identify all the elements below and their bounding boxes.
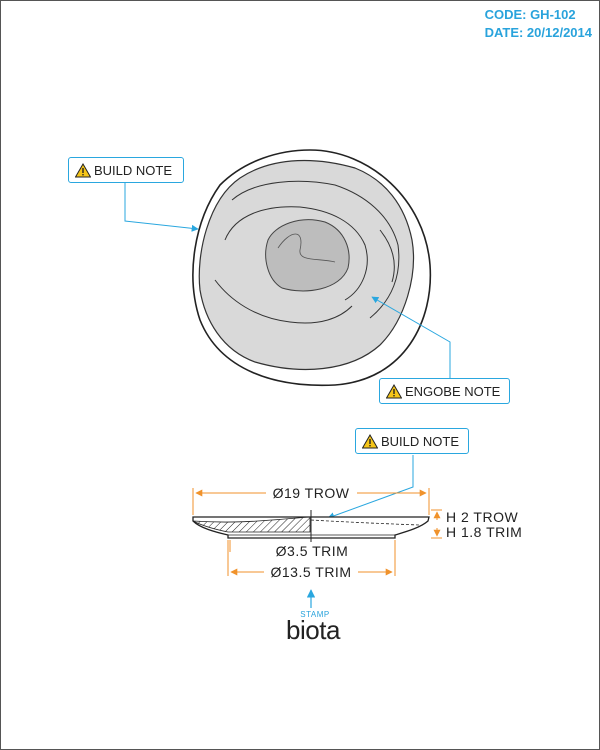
plate-inner-pool	[265, 219, 350, 292]
warning-icon	[362, 433, 378, 448]
engobe-note-label: ENGOBE NOTE	[405, 383, 501, 399]
profile-hidden-line	[310, 519, 421, 526]
plate-glaze-contour-3	[214, 279, 353, 324]
plate-side-profile	[192, 510, 430, 542]
profile-section-hatch	[192, 516, 311, 533]
dim-foot-trim: Ø3.5 TRIM	[229, 540, 349, 559]
product-code: CODE: GH-102	[484, 7, 576, 22]
build-note-bottom-label: BUILD NOTE	[381, 433, 460, 449]
plate-glaze-contour-4	[379, 229, 395, 283]
plate-inner-pool-detail	[277, 233, 336, 263]
dim-overall-diameter: Ø19 TROW	[192, 485, 430, 515]
engobe-note[interactable]: ENGOBE NOTE	[379, 378, 510, 404]
drawing-date: DATE: 20/12/2014	[484, 25, 592, 40]
plate-top-view	[192, 149, 432, 387]
leader-build-note-bottom	[327, 455, 414, 520]
dim-base-diameter-label: Ø13.5 TRIM	[271, 564, 352, 580]
leader-engobe-note	[371, 296, 451, 378]
build-note-top[interactable]: BUILD NOTE	[68, 157, 184, 183]
plate-glaze-contour-1	[231, 180, 400, 319]
build-note-bottom[interactable]: BUILD NOTE	[355, 428, 469, 454]
dim-height-trow-label: H 2 TROW	[446, 509, 518, 525]
warning-icon	[386, 383, 402, 398]
leader-build-note-top	[124, 183, 199, 232]
warning-icon	[75, 162, 91, 177]
stamp-label: STAMP	[300, 610, 330, 619]
build-note-top-label: BUILD NOTE	[94, 162, 173, 178]
dim-foot-trim-label: Ø3.5 TRIM	[276, 543, 349, 559]
plate-glaze-contour-2	[224, 206, 368, 301]
dim-heights: H 2 TROW H 1.8 TRIM	[431, 509, 522, 540]
dim-overall-diameter-label: Ø19 TROW	[273, 485, 350, 501]
dim-height-trim-label: H 1.8 TRIM	[446, 524, 522, 540]
brand-logo: biota	[286, 615, 340, 645]
title-block: CODE: GH-102 DATE: 20/12/2014	[485, 6, 592, 42]
dim-base-diameter: Ø13.5 TRIM	[227, 540, 396, 580]
